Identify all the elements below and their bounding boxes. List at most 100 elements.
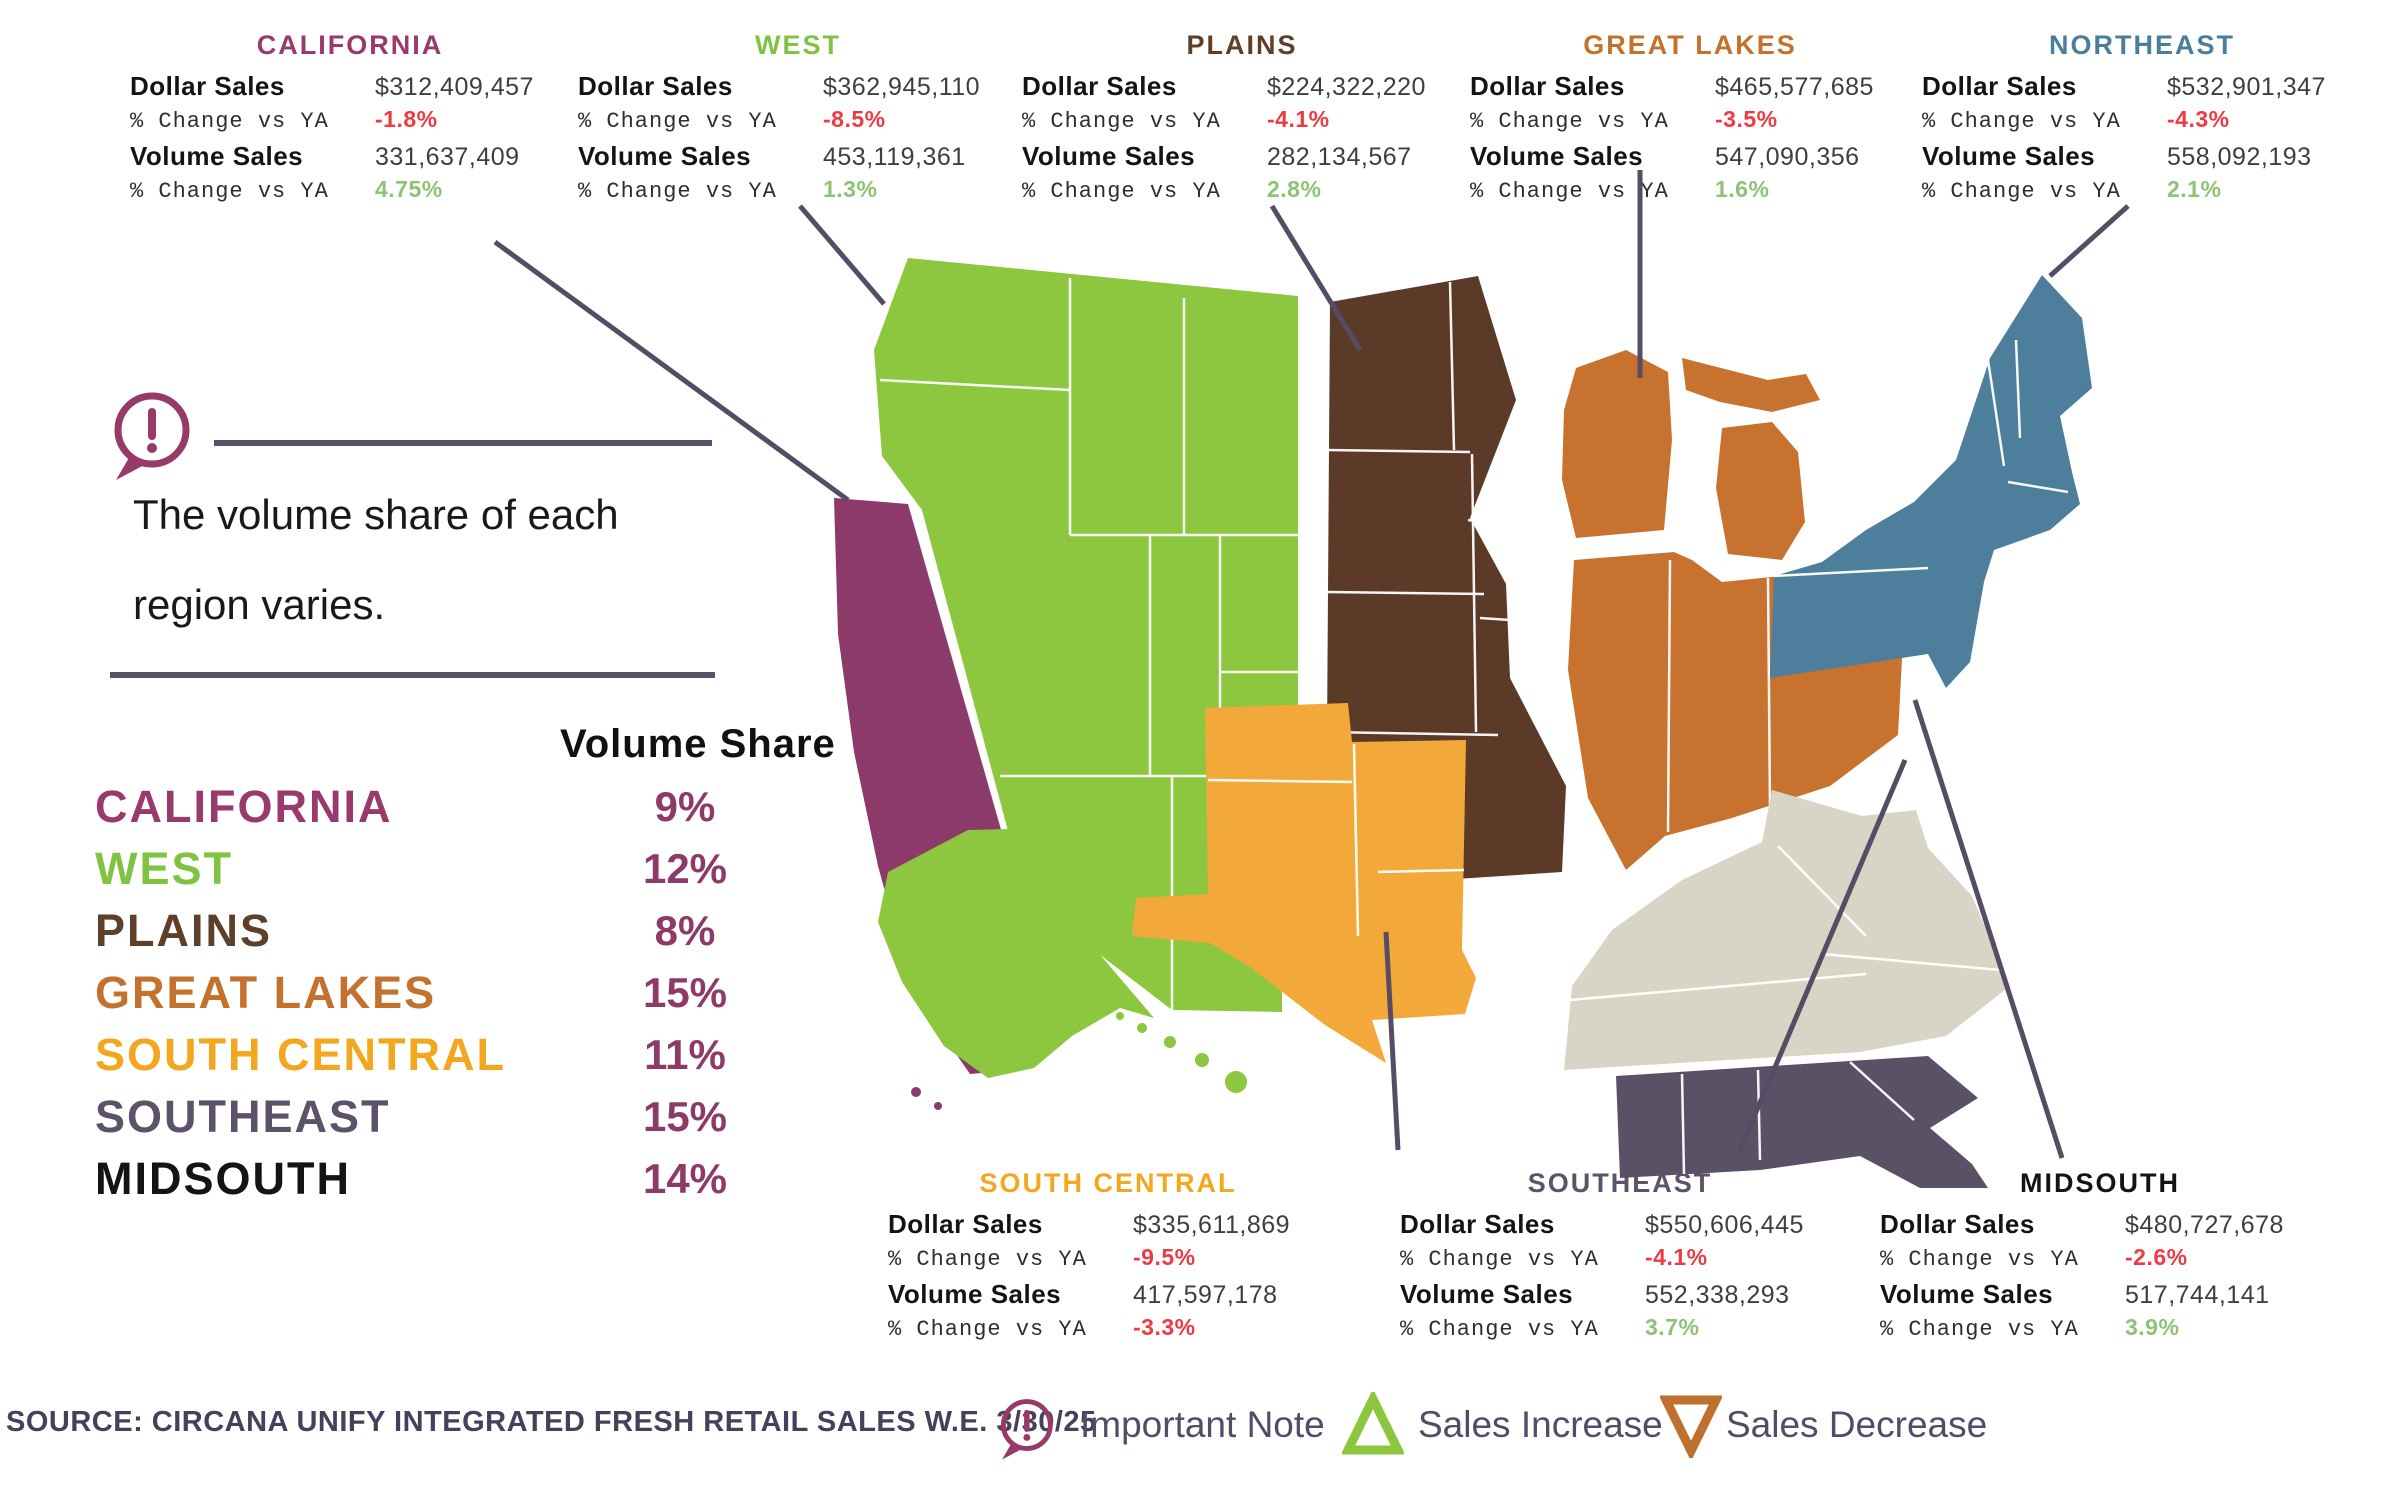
dollar-change-value: -8.5% <box>823 106 886 132</box>
sales-decrease-icon <box>1660 1395 1722 1458</box>
volume-change-value: 4.75% <box>375 176 443 202</box>
pct-change-label: % Change vs YA <box>1022 109 1221 134</box>
share-value: 15% <box>642 1093 728 1140</box>
region-stats-northeast: NORTHEAST Dollar Sales $532,901,347 % Cha… <box>1922 30 2392 211</box>
dollar-sales-label: Dollar Sales <box>578 71 733 101</box>
pct-change-label: % Change vs YA <box>578 109 777 134</box>
pct-change-label: % Change vs YA <box>1470 109 1669 134</box>
share-value: 14% <box>642 1155 728 1202</box>
dollar-change-value: -3.5% <box>1715 106 1778 132</box>
region-stats-great-lakes: GREAT LAKES Dollar Sales $465,577,685 % C… <box>1470 30 1940 211</box>
dollar-sales-value: $335,611,869 <box>1133 1211 1291 1239</box>
volume-sales-label: Volume Sales <box>1470 141 1644 171</box>
pct-change-label: % Change vs YA <box>888 1317 1087 1342</box>
volume-share-row: GREAT LAKES 15% <box>95 962 815 1024</box>
region-title: SOUTH CENTRAL <box>979 1168 1237 1198</box>
dollar-sales-label: Dollar Sales <box>130 71 285 101</box>
volume-change-value: 2.1% <box>2167 176 2222 202</box>
map-region-hawaii <box>1116 1012 1247 1093</box>
volume-sales-label: Volume Sales <box>130 141 304 171</box>
volume-sales-label: Volume Sales <box>888 1279 1062 1309</box>
pct-change-label: % Change vs YA <box>1400 1317 1599 1342</box>
legend-note-icon <box>1000 1399 1053 1460</box>
us-regions-map <box>834 258 2092 1188</box>
pct-change-label: % Change vs YA <box>130 109 329 134</box>
dollar-sales-value: $550,606,445 <box>1645 1211 1804 1239</box>
volume-share-row: SOUTHEAST 15% <box>95 1086 815 1148</box>
volume-sales-value: 282,134,567 <box>1267 143 1412 171</box>
volume-sales-value: 558,092,193 <box>2167 143 2312 171</box>
dollar-sales-value: $312,409,457 <box>375 73 534 101</box>
map-california-island <box>911 1087 921 1097</box>
map-region-northeast <box>1770 275 2092 688</box>
volume-sales-value: 453,119,361 <box>823 143 966 171</box>
volume-sales-value: 547,090,356 <box>1715 143 1860 171</box>
region-name: SOUTHEAST <box>95 1091 391 1142</box>
dollar-sales-label: Dollar Sales <box>888 1209 1043 1239</box>
pct-change-label: % Change vs YA <box>578 179 777 204</box>
legend-decrease-label: Sales Decrease <box>1726 1404 1988 1445</box>
region-stats-plains: PLAINS Dollar Sales $224,322,220 % Change… <box>1022 30 1492 211</box>
legend-note-label: Important Note <box>1080 1404 1325 1445</box>
region-name: WEST <box>95 843 233 894</box>
pct-change-label: % Change vs YA <box>1470 179 1669 204</box>
volume-sales-label: Volume Sales <box>578 141 752 171</box>
region-title: WEST <box>755 30 841 60</box>
dollar-sales-value: $362,945,110 <box>823 73 981 101</box>
region-stats-south-central: SOUTH CENTRAL Dollar Sales $335,611,869 %… <box>888 1168 1358 1349</box>
pct-change-label: % Change vs YA <box>1880 1317 2079 1342</box>
volume-sales-value: 552,338,293 <box>1645 1281 1790 1309</box>
region-name: GREAT LAKES <box>95 967 437 1018</box>
volume-share-row: PLAINS 8% <box>95 900 815 962</box>
volume-change-value: 2.8% <box>1267 176 1322 202</box>
dollar-sales-label: Dollar Sales <box>1470 71 1625 101</box>
region-stats-california: CALIFORNIA Dollar Sales $312,409,457 % Ch… <box>130 30 600 211</box>
dollar-sales-label: Dollar Sales <box>1922 71 2077 101</box>
volume-sales-label: Volume Sales <box>1880 1279 2054 1309</box>
sales-increase-icon <box>1342 1392 1404 1455</box>
leader-california <box>493 239 850 503</box>
volume-change-value: 1.3% <box>823 176 878 202</box>
dollar-change-value: -4.3% <box>2167 106 2230 132</box>
dollar-change-value: -4.1% <box>1267 106 1330 132</box>
volume-change-value: -3.3% <box>1133 1314 1196 1340</box>
source-text: SOURCE: CIRCANA UNIFY INTEGRATED FRESH R… <box>6 1406 1097 1438</box>
dollar-sales-label: Dollar Sales <box>1400 1209 1555 1239</box>
pct-change-label: % Change vs YA <box>130 179 329 204</box>
share-value: 9% <box>654 783 716 830</box>
region-name: PLAINS <box>95 905 273 956</box>
pct-change-label: % Change vs YA <box>1022 179 1221 204</box>
share-value: 12% <box>642 845 728 892</box>
region-stats-west: WEST Dollar Sales $362,945,110 % Change v… <box>578 30 1048 211</box>
volume-sales-value: 517,744,141 <box>2125 1281 2270 1309</box>
state-borders-south-central <box>1207 743 1465 937</box>
important-note-icon <box>114 392 190 480</box>
state-borders-plains <box>1325 281 1511 737</box>
state-borders-northeast <box>1773 339 2069 578</box>
share-value: 11% <box>644 1031 726 1078</box>
dollar-sales-value: $224,322,220 <box>1267 73 1426 101</box>
region-title: NORTHEAST <box>2049 30 2235 60</box>
dollar-change-value: -9.5% <box>1133 1244 1196 1270</box>
dollar-sales-value: $480,727,678 <box>2125 1211 2284 1239</box>
dollar-sales-value: $532,901,347 <box>2167 73 2326 101</box>
map-region-west <box>874 258 1298 1012</box>
volume-share-row: WEST 12% <box>95 838 815 900</box>
volume-change-value: 1.6% <box>1715 176 1770 202</box>
region-stats-southeast: SOUTHEAST Dollar Sales $550,606,445 % Cha… <box>1400 1168 1870 1349</box>
volume-change-value: 3.9% <box>2125 1314 2180 1340</box>
note-rule-bottom <box>110 672 715 678</box>
volume-share-row: SOUTH CENTRAL 11% <box>95 1024 815 1086</box>
share-value: 15% <box>642 969 728 1016</box>
dollar-change-value: -2.6% <box>2125 1244 2188 1270</box>
dollar-sales-value: $465,577,685 <box>1715 73 1874 101</box>
map-california-island <box>934 1102 942 1110</box>
note-text: The volume share of each region varies. <box>133 491 619 628</box>
volume-sales-label: Volume Sales <box>1922 141 2096 171</box>
volume-share-header: Volume Share <box>560 722 836 766</box>
pct-change-label: % Change vs YA <box>1400 1247 1599 1272</box>
pct-change-label: % Change vs YA <box>1922 179 2121 204</box>
region-name: SOUTH CENTRAL <box>95 1029 506 1080</box>
region-stats-midsouth: MIDSOUTH Dollar Sales $480,727,678 % Chan… <box>1880 1168 2350 1349</box>
region-title: CALIFORNIA <box>256 30 444 60</box>
